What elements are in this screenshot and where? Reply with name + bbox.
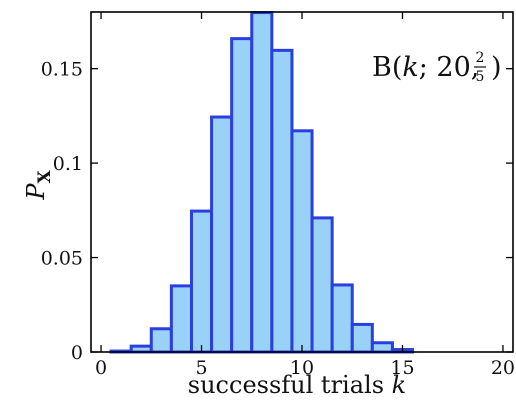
bar-k-10 [290, 129, 314, 354]
annotation: B(k; 20, 2 5 ) [372, 50, 502, 85]
bars-group [109, 11, 415, 354]
annotation-frac-denominator: 5 [476, 69, 485, 85]
bar-k-8 [250, 11, 274, 354]
bar-k-12 [330, 283, 354, 354]
y-tick-label: 0.1 [53, 153, 83, 175]
y-axis-label: PX [22, 170, 55, 201]
annotation-frac-numerator: 2 [476, 50, 485, 66]
x-tick-label: 20 [491, 357, 515, 379]
x-axis-label: successful trials k [188, 371, 406, 399]
bar-k-11 [310, 216, 334, 354]
y-tick-label: 0 [71, 342, 83, 364]
bar-k-9 [270, 48, 294, 354]
y-tick-label: 0.15 [41, 59, 83, 81]
bar-k-14 [370, 341, 394, 354]
bar-k-5 [189, 209, 214, 354]
x-tick-label: 15 [390, 357, 414, 379]
bar-k-13 [350, 322, 374, 354]
bar-k-4 [169, 284, 193, 354]
y-tick-label: 0.05 [41, 248, 83, 270]
annotation-close-paren: ) [491, 52, 502, 83]
x-tick-label: 5 [195, 357, 207, 379]
x-tick-label: 10 [290, 357, 314, 379]
bar-k-6 [210, 115, 234, 354]
bar-k-3 [149, 327, 173, 354]
annotation-text: B(k; 20, [372, 52, 479, 83]
bar-k-7 [230, 37, 254, 354]
bar-k-2 [129, 344, 153, 354]
x-tick-label: 0 [95, 357, 107, 379]
ticks-group: 0 5 10 15 20 0 0.05 0.1 0.15 [41, 12, 515, 379]
